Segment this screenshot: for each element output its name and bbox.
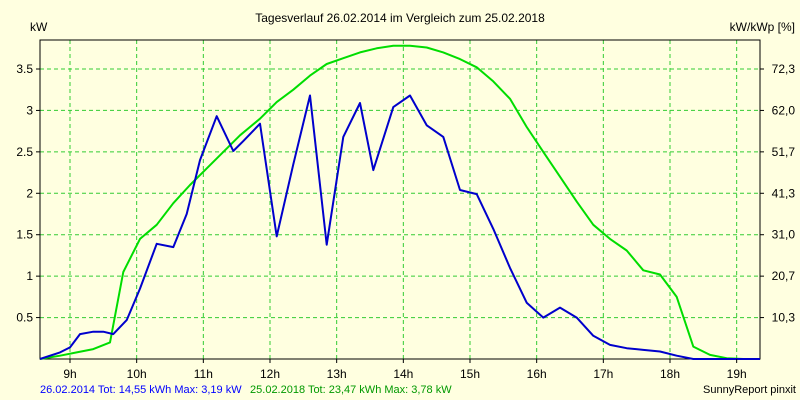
- y-tick-label-left: 1.5: [16, 228, 33, 242]
- footer-credit: SunnyReport pinxit: [703, 384, 796, 396]
- y-axis-right-label: kW/kWp [%]: [730, 20, 795, 34]
- y-tick-label-right: 41,3: [772, 186, 796, 200]
- legend-series-2014: 26.02.2014 Tot: 14,55 kWh Max: 3,19 kW: [40, 384, 242, 396]
- series-line-2014: [39, 94, 760, 360]
- x-tick-label: 16h: [527, 367, 547, 381]
- y-tick-label-right: 62,0: [772, 103, 796, 117]
- grid-lines: [40, 40, 760, 359]
- x-tick-label: 15h: [460, 367, 480, 381]
- x-tick-label: 10h: [127, 367, 147, 381]
- y-tick-label-left: 1: [26, 269, 33, 283]
- x-tick-label: 9h: [63, 367, 76, 381]
- y-tick-label-right: 10,3: [772, 311, 796, 325]
- legend-series-2018: 25.02.2018 Tot: 23,47 kWh Max: 3,78 kW: [250, 384, 452, 396]
- series-layer: [39, 44, 760, 360]
- y-axis-left-label: kW: [30, 20, 48, 34]
- x-tick-label: 13h: [327, 367, 347, 381]
- y-tick-label-left: 0.5: [16, 311, 33, 325]
- y-tick-label-left: 3.5: [16, 62, 33, 76]
- plot-frame: [39, 39, 761, 360]
- y-tick-label-right: 20,7: [772, 269, 796, 283]
- x-tick-label: 17h: [593, 367, 613, 381]
- x-tick-label: 19h: [727, 367, 747, 381]
- y-tick-label-right: 31,0: [772, 228, 796, 242]
- series-line-2018: [39, 44, 760, 360]
- y-tick-label-left: 2: [26, 186, 33, 200]
- x-tick-label: 11h: [194, 367, 213, 381]
- y-tick-label-left: 3: [26, 103, 33, 117]
- tick-labels: 9h 10h 11h 12h 13h 14h 15h 16h 17h 18h 19h 0.5 1 1.5 2…: [16, 62, 795, 381]
- chart-title: Tagesverlauf 26.02.2014 im Vergleich zum…: [255, 11, 545, 25]
- y-tick-label-left: 2.5: [16, 145, 33, 159]
- x-tick-label: 18h: [660, 367, 680, 381]
- x-tick-label: 12h: [260, 367, 280, 381]
- y-tick-label-right: 51,7: [772, 145, 796, 159]
- y-tick-label-right: 72,3: [772, 62, 796, 76]
- footer-legend: 26.02.2014 Tot: 14,55 kWh Max: 3,19 kW 2…: [40, 380, 452, 397]
- x-tick-label: 14h: [393, 367, 413, 381]
